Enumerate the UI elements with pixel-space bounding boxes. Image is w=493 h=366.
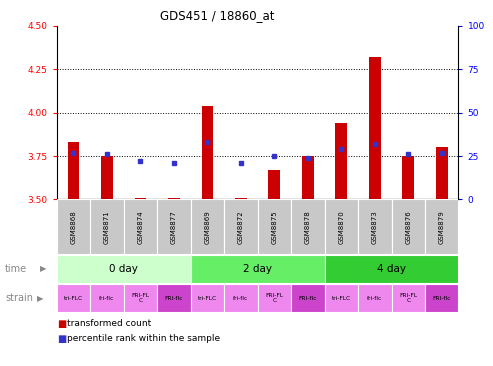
- Bar: [101, 156, 113, 199]
- Bar: [235, 198, 246, 199]
- Bar: [191, 255, 324, 283]
- Text: GSM8878: GSM8878: [305, 210, 311, 244]
- Bar: [124, 199, 157, 254]
- Bar: [135, 198, 146, 199]
- Bar: [335, 123, 347, 199]
- Bar: [68, 142, 79, 199]
- Bar: [402, 156, 414, 199]
- Text: 2 day: 2 day: [243, 264, 272, 274]
- Bar: [391, 199, 425, 254]
- Bar: [425, 284, 458, 312]
- Bar: [168, 198, 180, 199]
- Text: ■: ■: [57, 319, 66, 329]
- Bar: [202, 105, 213, 199]
- Text: GDS451 / 18860_at: GDS451 / 18860_at: [160, 9, 274, 22]
- Text: tri-FLC: tri-FLC: [198, 296, 217, 300]
- Text: GSM8874: GSM8874: [138, 210, 143, 244]
- Text: ▶: ▶: [40, 264, 47, 273]
- Text: GSM8876: GSM8876: [405, 210, 411, 244]
- Text: FRI-flc: FRI-flc: [432, 296, 451, 300]
- Text: FRI-FL
C: FRI-FL C: [132, 293, 149, 303]
- Text: FRI-FL
C: FRI-FL C: [265, 293, 283, 303]
- Text: GSM8875: GSM8875: [271, 210, 278, 244]
- Text: 0 day: 0 day: [109, 264, 138, 274]
- Text: fri-flc: fri-flc: [99, 296, 114, 300]
- Bar: [369, 57, 381, 199]
- Text: GSM8872: GSM8872: [238, 210, 244, 244]
- Text: GSM8870: GSM8870: [338, 210, 344, 244]
- Text: GSM8879: GSM8879: [439, 210, 445, 244]
- Text: fri-flc: fri-flc: [233, 296, 248, 300]
- Bar: [57, 199, 90, 254]
- Text: GSM8869: GSM8869: [205, 210, 211, 244]
- Bar: [157, 284, 191, 312]
- Bar: [57, 284, 90, 312]
- Bar: [191, 199, 224, 254]
- Bar: [124, 284, 157, 312]
- Bar: [57, 255, 191, 283]
- Bar: [291, 284, 324, 312]
- Bar: [291, 199, 324, 254]
- Text: time: time: [5, 264, 27, 274]
- Text: fri-flc: fri-flc: [367, 296, 383, 300]
- Text: GSM8873: GSM8873: [372, 210, 378, 244]
- Bar: [302, 156, 314, 199]
- Bar: [90, 199, 124, 254]
- Text: percentile rank within the sample: percentile rank within the sample: [67, 334, 220, 343]
- Bar: [324, 255, 458, 283]
- Text: ▶: ▶: [37, 294, 44, 303]
- Text: 4 day: 4 day: [377, 264, 406, 274]
- Bar: [157, 199, 191, 254]
- Bar: [257, 284, 291, 312]
- Text: ■: ■: [57, 333, 66, 344]
- Bar: [269, 170, 280, 199]
- Text: GSM8877: GSM8877: [171, 210, 177, 244]
- Text: transformed count: transformed count: [67, 320, 151, 328]
- Text: tri-FLC: tri-FLC: [332, 296, 351, 300]
- Text: GSM8871: GSM8871: [104, 210, 110, 244]
- Bar: [391, 284, 425, 312]
- Text: GSM8868: GSM8868: [70, 210, 76, 244]
- Bar: [191, 284, 224, 312]
- Bar: [425, 199, 458, 254]
- Bar: [436, 147, 448, 199]
- Bar: [257, 199, 291, 254]
- Bar: [324, 284, 358, 312]
- Text: FRI-flc: FRI-flc: [299, 296, 317, 300]
- Text: tri-FLC: tri-FLC: [64, 296, 83, 300]
- Bar: [224, 199, 257, 254]
- Bar: [358, 284, 391, 312]
- Text: FRI-FL
C: FRI-FL C: [399, 293, 417, 303]
- Bar: [224, 284, 257, 312]
- Text: FRI-flc: FRI-flc: [165, 296, 183, 300]
- Bar: [324, 199, 358, 254]
- Bar: [90, 284, 124, 312]
- Bar: [358, 199, 391, 254]
- Text: strain: strain: [5, 293, 33, 303]
